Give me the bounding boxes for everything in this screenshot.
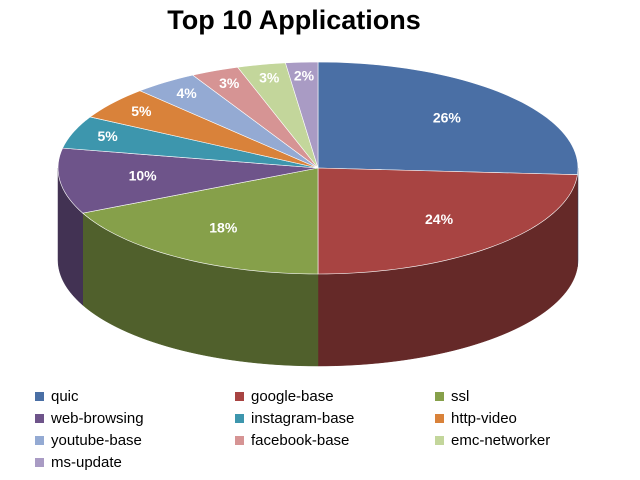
legend-label: ssl — [451, 388, 469, 405]
value-label: 18% — [209, 220, 238, 236]
pie-slice — [317, 61, 579, 175]
legend-swatch — [435, 436, 444, 445]
value-label: 2% — [294, 68, 315, 84]
legend-swatch — [435, 414, 444, 423]
chart-title: Top 10 Applications — [167, 5, 421, 35]
legend-label: facebook-base — [251, 432, 349, 449]
pie-tops — [57, 61, 579, 275]
pie-slice — [57, 147, 319, 214]
value-label: 3% — [219, 75, 240, 91]
pie-slice — [89, 90, 319, 169]
pie-slice — [82, 167, 319, 275]
value-label: 26% — [433, 109, 462, 125]
legend-label: ms-update — [51, 454, 122, 471]
legend-label: emc-networker — [451, 432, 550, 449]
pie-slice — [139, 74, 319, 169]
legend-swatch — [35, 414, 44, 423]
legend-label: youtube-base — [51, 432, 142, 449]
value-label: 4% — [176, 85, 197, 101]
legend-swatch — [35, 436, 44, 445]
legend-swatch — [35, 458, 44, 467]
legend-swatch — [35, 392, 44, 401]
pie-slice — [285, 61, 319, 169]
legend-swatch — [435, 392, 444, 401]
pie-slice — [317, 167, 578, 275]
legend-label: web-browsing — [50, 410, 144, 427]
legend-label: google-base — [251, 388, 334, 405]
pie-slice — [192, 66, 319, 169]
value-label: 10% — [129, 168, 158, 184]
value-label: 3% — [259, 70, 280, 86]
legend: quic google-base ssl web-browsing instagram-… — [35, 388, 550, 471]
legend-label: instagram-base — [251, 410, 354, 427]
legend-swatch — [235, 414, 244, 423]
legend-swatch — [235, 392, 244, 401]
value-label: 5% — [98, 128, 119, 144]
legend-label: quic — [51, 388, 79, 405]
pie-sides — [57, 167, 579, 367]
value-label: 24% — [425, 211, 454, 227]
legend-swatch — [235, 436, 244, 445]
legend-label: http-video — [451, 410, 517, 427]
pie-slice — [62, 116, 319, 169]
value-labels: 26% 24% 18% 10% 5% 5% 4% 3% 3% 2% — [98, 68, 462, 236]
pie-slice — [237, 62, 319, 169]
value-label: 5% — [131, 103, 152, 119]
